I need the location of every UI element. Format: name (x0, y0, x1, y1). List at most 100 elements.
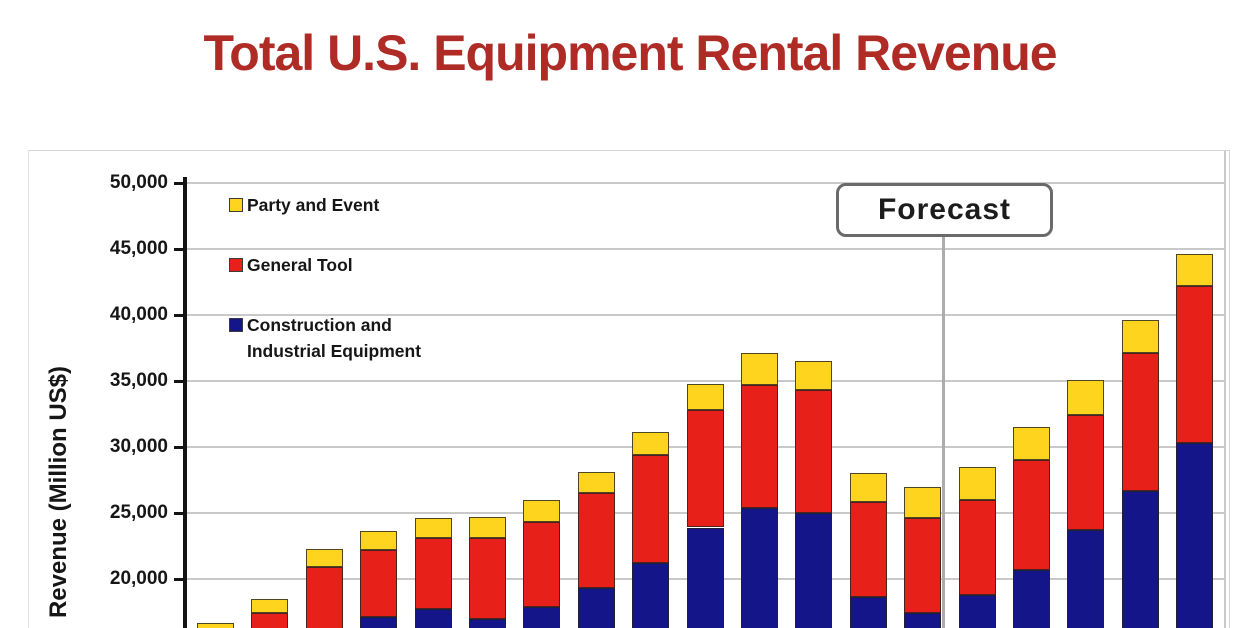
y-axis-tick-label: 25,000 (109, 502, 168, 523)
y-axis-tick-label: 30,000 (109, 436, 168, 457)
bar-segment-construction-and-industrial-equipment (469, 618, 506, 628)
forecast-divider-line (942, 236, 945, 628)
y-axis-tick-mark (174, 577, 184, 581)
y-axis-tick-mark (174, 379, 184, 383)
legend-swatch-icon (229, 198, 243, 212)
bar-segment-party-and-event (197, 622, 234, 628)
bar-segment-general-tool (1121, 353, 1159, 491)
chart-title: Total U.S. Equipment Rental Revenue (203, 25, 1057, 81)
bar-segment-general-tool (741, 384, 778, 508)
gridline (186, 314, 1225, 316)
bar (360, 531, 398, 628)
bar (577, 472, 615, 628)
bar-segment-construction-and-industrial-equipment (741, 507, 778, 628)
legend-label: General Tool (247, 255, 353, 275)
bar-segment-construction-and-industrial-equipment (1176, 443, 1214, 628)
bar-segment-construction-and-industrial-equipment (1121, 490, 1159, 628)
bar-segment-party-and-event (1121, 320, 1159, 354)
bar-segment-construction-and-industrial-equipment (958, 594, 996, 628)
bar-segment-general-tool (469, 538, 506, 619)
bar (1013, 427, 1050, 628)
y-axis-tick-label: 50,000 (109, 172, 168, 193)
legend-label: Party and Event (247, 195, 380, 215)
legend-swatch-icon (229, 318, 243, 332)
bar-segment-party-and-event (360, 531, 398, 550)
bar-segment-party-and-event (958, 466, 996, 500)
bar-segment-construction-and-industrial-equipment (523, 606, 561, 628)
bar-segment-party-and-event (251, 598, 289, 614)
bar-segment-party-and-event (1067, 379, 1105, 416)
bar-segment-party-and-event (414, 518, 452, 539)
bar-segment-construction-and-industrial-equipment (1013, 569, 1050, 628)
legend-item-party-and-event: Party and Event (229, 192, 459, 218)
bar (849, 473, 887, 628)
bar (686, 383, 724, 628)
bar-segment-general-tool (1013, 460, 1050, 570)
y-axis-tick-label: 35,000 (109, 370, 168, 391)
gridline (186, 248, 1225, 250)
bar-segment-party-and-event (795, 361, 833, 391)
bar (741, 353, 778, 628)
bar-segment-party-and-event (469, 516, 506, 539)
y-axis-tick-label: 40,000 (109, 304, 168, 325)
bar-segment-party-and-event (741, 353, 778, 385)
y-axis-tick-label: 20,000 (109, 568, 168, 589)
y-axis-title: Revenue (Million US$) (45, 365, 72, 619)
legend-swatch-icon (229, 258, 243, 272)
bar-segment-construction-and-industrial-equipment (795, 512, 833, 628)
gridline (186, 380, 1225, 382)
bar-segment-construction-and-industrial-equipment (577, 588, 615, 628)
bar (1121, 320, 1159, 628)
bar-segment-general-tool (1067, 415, 1105, 531)
bar-segment-party-and-event (577, 472, 615, 494)
bar (795, 361, 833, 628)
bar-segment-party-and-event (849, 473, 887, 503)
bar (197, 622, 234, 628)
y-axis-tick-label: 45,000 (109, 238, 168, 259)
bar (958, 466, 996, 628)
y-axis-line (183, 177, 187, 628)
bar-segment-construction-and-industrial-equipment (632, 563, 670, 628)
bar-segment-party-and-event (686, 383, 724, 411)
bar-segment-general-tool (251, 613, 289, 628)
bar-segment-construction-and-industrial-equipment (686, 527, 724, 628)
bar-segment-general-tool (849, 502, 887, 598)
bar (305, 548, 343, 628)
bar-segment-general-tool (1176, 285, 1214, 444)
bar (1067, 379, 1105, 628)
bar-segment-general-tool (360, 549, 398, 618)
legend-item-construction-and-industrial-equipment: Construction and Industrial Equipment (229, 312, 459, 364)
bar (414, 518, 452, 628)
chart-frame (28, 150, 1230, 628)
bar-segment-construction-and-industrial-equipment (414, 609, 452, 628)
bar (1176, 254, 1214, 628)
bar-segment-construction-and-industrial-equipment (904, 613, 942, 628)
bar-segment-general-tool (958, 499, 996, 595)
bar-segment-construction-and-industrial-equipment (849, 597, 887, 628)
legend-label: Construction and Industrial Equipment (247, 315, 422, 361)
y-axis-tick-mark (174, 181, 184, 185)
bar (523, 499, 561, 628)
y-axis-tick-mark (174, 445, 184, 449)
bar-segment-party-and-event (1176, 254, 1214, 286)
bar (632, 432, 670, 628)
bar (251, 598, 289, 628)
bar-segment-party-and-event (904, 486, 942, 519)
bar-segment-construction-and-industrial-equipment (360, 617, 398, 628)
bar-segment-construction-and-industrial-equipment (1067, 530, 1105, 628)
bar-segment-general-tool (414, 538, 452, 610)
bar-segment-party-and-event (305, 548, 343, 568)
bar-segment-general-tool (904, 518, 942, 614)
bar (469, 516, 506, 628)
gridline (186, 182, 1225, 184)
legend-item-general-tool: General Tool (229, 252, 459, 278)
bar-segment-party-and-event (632, 432, 670, 455)
bar (904, 486, 942, 628)
bar-segment-party-and-event (523, 499, 561, 523)
bar-segment-general-tool (577, 493, 615, 589)
bar-segment-general-tool (632, 454, 670, 564)
bar-segment-general-tool (523, 522, 561, 607)
bar-segment-party-and-event (1013, 427, 1050, 461)
y-axis-tick-mark (174, 313, 184, 317)
